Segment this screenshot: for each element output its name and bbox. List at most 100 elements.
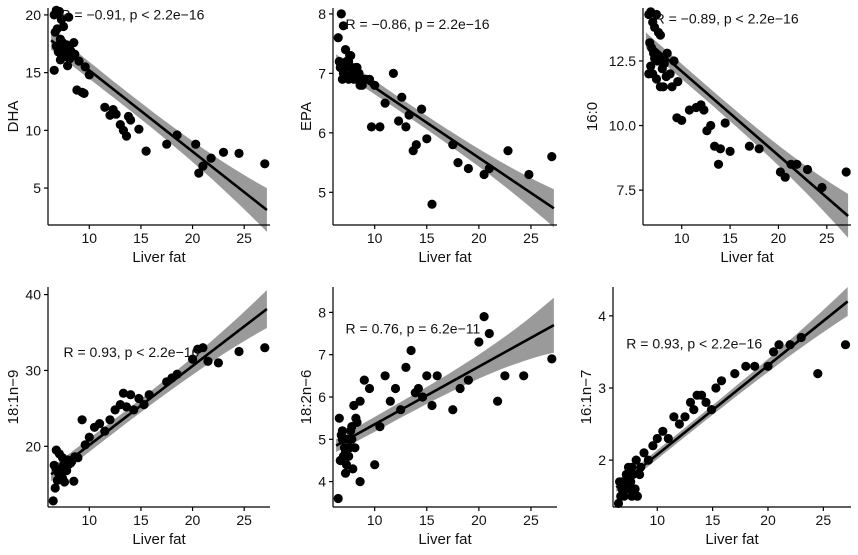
data-point <box>118 388 128 398</box>
data-point <box>422 371 432 381</box>
data-point <box>375 122 385 132</box>
data-point <box>126 115 136 125</box>
x-axis-title: Liver fat <box>720 249 774 266</box>
data-point <box>754 144 764 154</box>
data-point <box>448 405 458 415</box>
x-tick-label: 15 <box>133 230 149 246</box>
data-point <box>689 405 699 415</box>
data-point <box>370 460 380 470</box>
data-point <box>463 163 473 174</box>
data-point <box>59 477 70 487</box>
regression-line <box>50 307 268 476</box>
data-point <box>346 51 356 61</box>
data-point <box>162 139 172 149</box>
data-point <box>260 343 270 353</box>
data-point <box>56 14 66 25</box>
regression-line <box>615 300 849 489</box>
data-point <box>750 361 760 371</box>
data-point <box>198 343 208 353</box>
y-tick-label: 3 <box>598 380 606 396</box>
y-tick-label: 10.0 <box>609 118 636 134</box>
data-point <box>48 496 58 506</box>
data-point <box>69 38 79 48</box>
data-point <box>191 139 201 149</box>
data-point <box>355 477 365 487</box>
data-point <box>203 356 213 366</box>
y-tick-label: 15 <box>25 65 41 81</box>
x-tick-label: 25 <box>236 230 252 246</box>
data-point <box>685 397 696 407</box>
data-point <box>348 464 358 474</box>
x-tick-label: 25 <box>523 512 539 528</box>
data-point <box>134 124 144 134</box>
data-point <box>630 484 640 494</box>
data-point <box>84 432 94 442</box>
regression-line <box>335 323 555 447</box>
data-point <box>401 362 411 372</box>
data-point <box>652 433 662 444</box>
y-axis-title-16-1n-7: 16:1n−7 <box>578 370 595 425</box>
confidence-band <box>51 290 267 482</box>
data-point <box>524 169 534 180</box>
data-point <box>79 88 89 98</box>
regression-line <box>50 39 268 212</box>
data-point <box>627 462 637 472</box>
data-point <box>413 383 423 394</box>
x-tick-label: 25 <box>236 512 252 528</box>
data-point <box>711 383 721 393</box>
y-axis-title-dha: DHA <box>5 101 22 133</box>
data-point <box>841 167 851 177</box>
data-point <box>77 415 87 425</box>
data-point <box>655 30 666 40</box>
correlation-p: p < 2.2e−16 <box>125 344 200 360</box>
x-tick-label: 20 <box>185 230 201 246</box>
data-point <box>206 153 216 163</box>
data-point <box>674 419 685 429</box>
data-point <box>774 340 784 350</box>
data-point <box>422 134 432 144</box>
data-point <box>680 412 690 422</box>
data-point <box>54 6 64 17</box>
x-tick-label: 20 <box>471 230 487 246</box>
data-point <box>672 113 682 123</box>
data-point <box>72 85 82 95</box>
data-point <box>619 491 629 501</box>
x-axis-title: Liver fat <box>132 531 186 548</box>
data-point <box>651 9 662 20</box>
x-tick-label: 20 <box>185 512 201 528</box>
data-point <box>134 393 144 404</box>
data-point <box>667 82 677 92</box>
data-point <box>234 148 244 158</box>
data-point <box>648 441 658 451</box>
x-tick-label: 15 <box>133 512 149 528</box>
data-point <box>663 433 673 444</box>
data-point <box>50 483 60 493</box>
data-point <box>626 477 636 487</box>
data-point <box>417 104 427 114</box>
data-point <box>352 62 362 73</box>
y-tick-label: 5 <box>318 184 326 200</box>
data-point <box>768 347 779 357</box>
data-point <box>503 146 513 156</box>
data-point <box>380 371 390 381</box>
correlation-annotation: R = 0.93, p < 2.2e−16 <box>63 344 199 360</box>
panel-16-0: 10 15 20 25 7.5 10.0 12.5 Liver fat 16:0 R = −0.8… <box>584 7 851 266</box>
data-point <box>455 383 465 394</box>
y-tick-label: 8 <box>318 304 326 320</box>
x-tick-label: 20 <box>760 512 776 528</box>
data-point <box>741 361 751 371</box>
panel-16-1n-7: 10 15 20 25 2 3 4 Liver fat 16:1n−7 R = 0.93, p <… <box>578 287 851 548</box>
panel-18-1n-9: 10 15 20 25 20 30 40 Liver fat 18:1n−9 R = 0.93, … <box>5 287 270 548</box>
data-point <box>432 371 442 381</box>
data-point <box>474 337 484 347</box>
data-point <box>665 69 675 79</box>
data-point <box>780 172 790 182</box>
y-tick-label: 8 <box>318 6 326 22</box>
data-point <box>500 371 510 381</box>
y-tick-label: 6 <box>318 389 326 405</box>
x-tick-label: 20 <box>471 512 487 528</box>
data-point <box>632 491 643 501</box>
data-point <box>479 169 489 180</box>
x-tick-label: 10 <box>82 512 98 528</box>
